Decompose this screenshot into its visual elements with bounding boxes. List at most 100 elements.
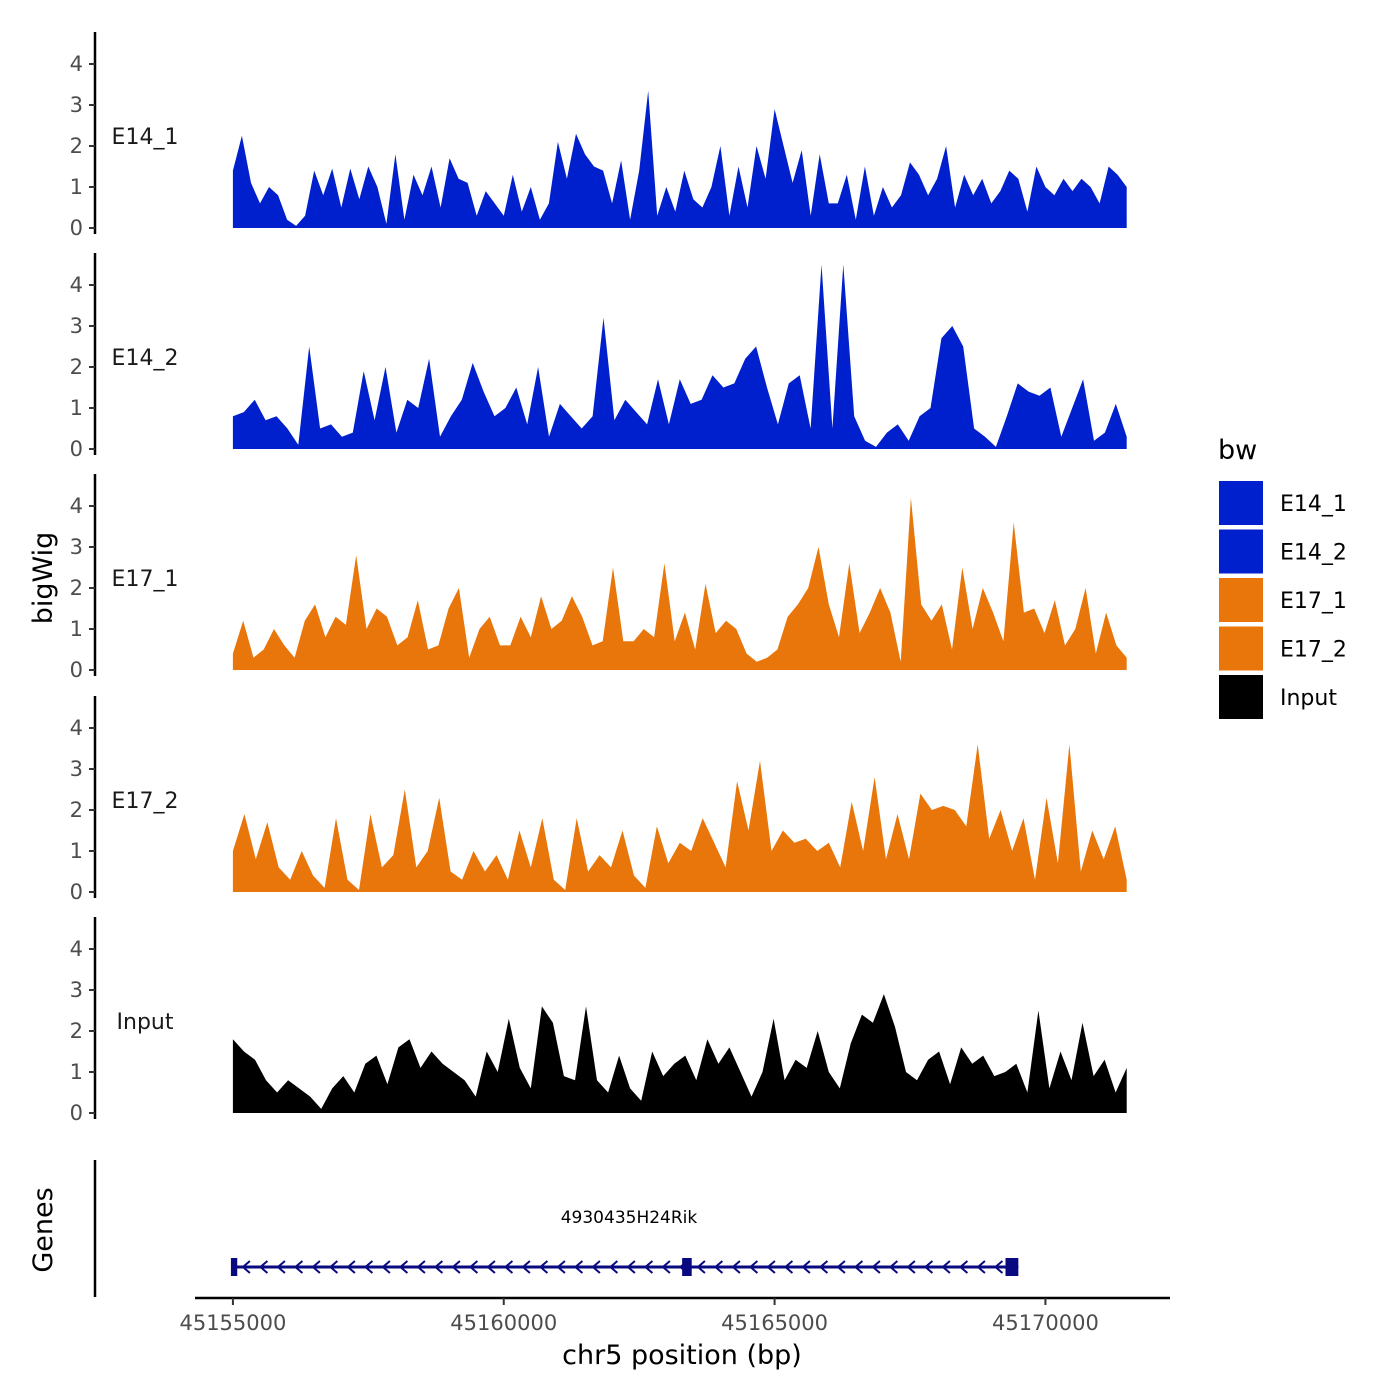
coverage-area-E17_2	[232, 744, 1127, 892]
track-label: E17_2	[112, 789, 179, 814]
legend-swatch	[1219, 529, 1263, 574]
track-label: E14_2	[112, 346, 179, 371]
strand-arrow	[241, 1260, 251, 1274]
strand-arrow	[416, 1260, 426, 1274]
coverage-area-Input	[232, 994, 1127, 1113]
gene-exon	[682, 1258, 692, 1276]
gene-exon	[230, 1258, 238, 1276]
strand-arrow	[696, 1260, 706, 1274]
y-tick-label: 2	[70, 798, 83, 822]
legend-swatch	[1219, 578, 1263, 622]
legend-swatch	[1219, 481, 1263, 525]
legend-entry: E14_1	[1219, 481, 1347, 525]
gene-exon	[1005, 1258, 1019, 1276]
y-tick-label: 4	[70, 273, 83, 297]
strand-arrow	[643, 1260, 654, 1274]
strand-arrow	[836, 1260, 846, 1274]
y-tick-label: 2	[70, 355, 83, 379]
strand-arrow	[468, 1260, 479, 1274]
strand-arrow	[276, 1260, 286, 1274]
strand-arrow	[871, 1260, 881, 1274]
legend-label: E14_1	[1280, 492, 1347, 517]
y-tick-label: 0	[70, 216, 83, 240]
strand-arrow	[398, 1260, 409, 1274]
legend-entry: E17_1	[1219, 578, 1347, 622]
y-tick-label: 1	[70, 839, 83, 863]
strand-arrow	[328, 1260, 339, 1274]
y-tick-label: 1	[70, 1060, 83, 1084]
strand-arrow	[258, 1260, 269, 1274]
x-tick-label: 45160000	[450, 1311, 557, 1335]
x-tick-label: 45170000	[992, 1311, 1099, 1335]
strand-arrow	[381, 1260, 391, 1274]
legend-label: E17_1	[1280, 589, 1347, 614]
strand-arrow	[451, 1260, 461, 1274]
legend-entry: Input	[1219, 675, 1337, 719]
track-E14_2: 0 1 2 3 4 E14_2	[70, 253, 1127, 461]
legend-entry: E14_2	[1219, 529, 1347, 574]
strand-arrow	[486, 1260, 496, 1274]
legend-label: E14_2	[1280, 541, 1347, 566]
legend: bw E14_1 E14_2 E17_1 E17_2 Input	[1218, 435, 1347, 719]
legend-label: E17_2	[1280, 638, 1347, 663]
strand-arrow	[346, 1260, 356, 1274]
strand-arrow	[766, 1260, 776, 1274]
y-tick-label: 1	[70, 617, 83, 641]
strand-arrow	[748, 1260, 759, 1274]
y-tick-label: 4	[70, 494, 83, 518]
y-tick-label: 0	[70, 437, 83, 461]
strand-arrow	[713, 1260, 724, 1274]
strand-arrow	[626, 1260, 636, 1274]
track-label: E14_1	[112, 125, 179, 150]
strand-arrow	[521, 1260, 531, 1274]
strand-arrow	[538, 1260, 549, 1274]
strand-arrow	[906, 1260, 916, 1274]
strand-arrow	[818, 1260, 829, 1274]
gene-track: 4930435H24Rik	[93, 1160, 1019, 1297]
y-tick-label: 3	[70, 535, 83, 559]
genes-axis-title: Genes	[28, 1187, 59, 1272]
strand-arrow	[976, 1260, 986, 1274]
strand-arrow	[731, 1260, 741, 1274]
strand-arrow	[503, 1260, 514, 1274]
track-E14_1: 0 1 2 3 4 E14_1	[70, 32, 1127, 240]
legend-label: Input	[1280, 686, 1337, 711]
y-tick-label: 4	[70, 52, 83, 76]
coverage-tracks: 0 1 2 3 4 E14_1 0 1 2 3 4 E14_2 0 1 2 3 4 E17_1 0 1 2 3 4 E17_2…	[70, 32, 1127, 1125]
strand-arrow	[783, 1260, 794, 1274]
y-tick-label: 2	[70, 1019, 83, 1043]
strand-arrow	[853, 1260, 864, 1274]
y-tick-label: 4	[70, 937, 83, 961]
track-E17_2: 0 1 2 3 4 E17_2	[70, 696, 1127, 904]
strand-arrow	[888, 1260, 899, 1274]
legend-swatch	[1219, 626, 1263, 671]
y-tick-label: 3	[70, 757, 83, 781]
y-tick-label: 0	[70, 658, 83, 682]
legend-title: bw	[1218, 435, 1257, 466]
coverage-area-E17_1	[232, 497, 1127, 670]
y-tick-label: 2	[70, 134, 83, 158]
strand-arrow	[573, 1260, 584, 1274]
strand-arrow	[941, 1260, 951, 1274]
strand-arrow	[433, 1260, 444, 1274]
track-Input: 0 1 2 3 4 Input	[70, 917, 1127, 1125]
y-tick-label: 1	[70, 175, 83, 199]
strand-arrow	[923, 1260, 934, 1274]
coverage-area-E14_2	[232, 264, 1127, 449]
y-tick-label: 2	[70, 576, 83, 600]
x-axis: 45155000 45160000 45165000 45170000	[179, 1296, 1170, 1335]
y-axis-title: bigWig	[28, 532, 59, 625]
y-tick-label: 3	[70, 978, 83, 1002]
strand-arrow	[293, 1260, 304, 1274]
gene-name-label: 4930435H24Rik	[561, 1208, 698, 1228]
y-tick-label: 0	[70, 1101, 83, 1125]
track-label: Input	[117, 1010, 174, 1035]
y-tick-label: 4	[70, 716, 83, 740]
strand-arrow	[661, 1260, 671, 1274]
x-axis-title: chr5 position (bp)	[562, 1340, 802, 1371]
y-tick-label: 1	[70, 396, 83, 420]
strand-arrow	[363, 1260, 374, 1274]
x-tick-label: 45155000	[179, 1311, 286, 1335]
legend-swatch	[1219, 675, 1263, 719]
